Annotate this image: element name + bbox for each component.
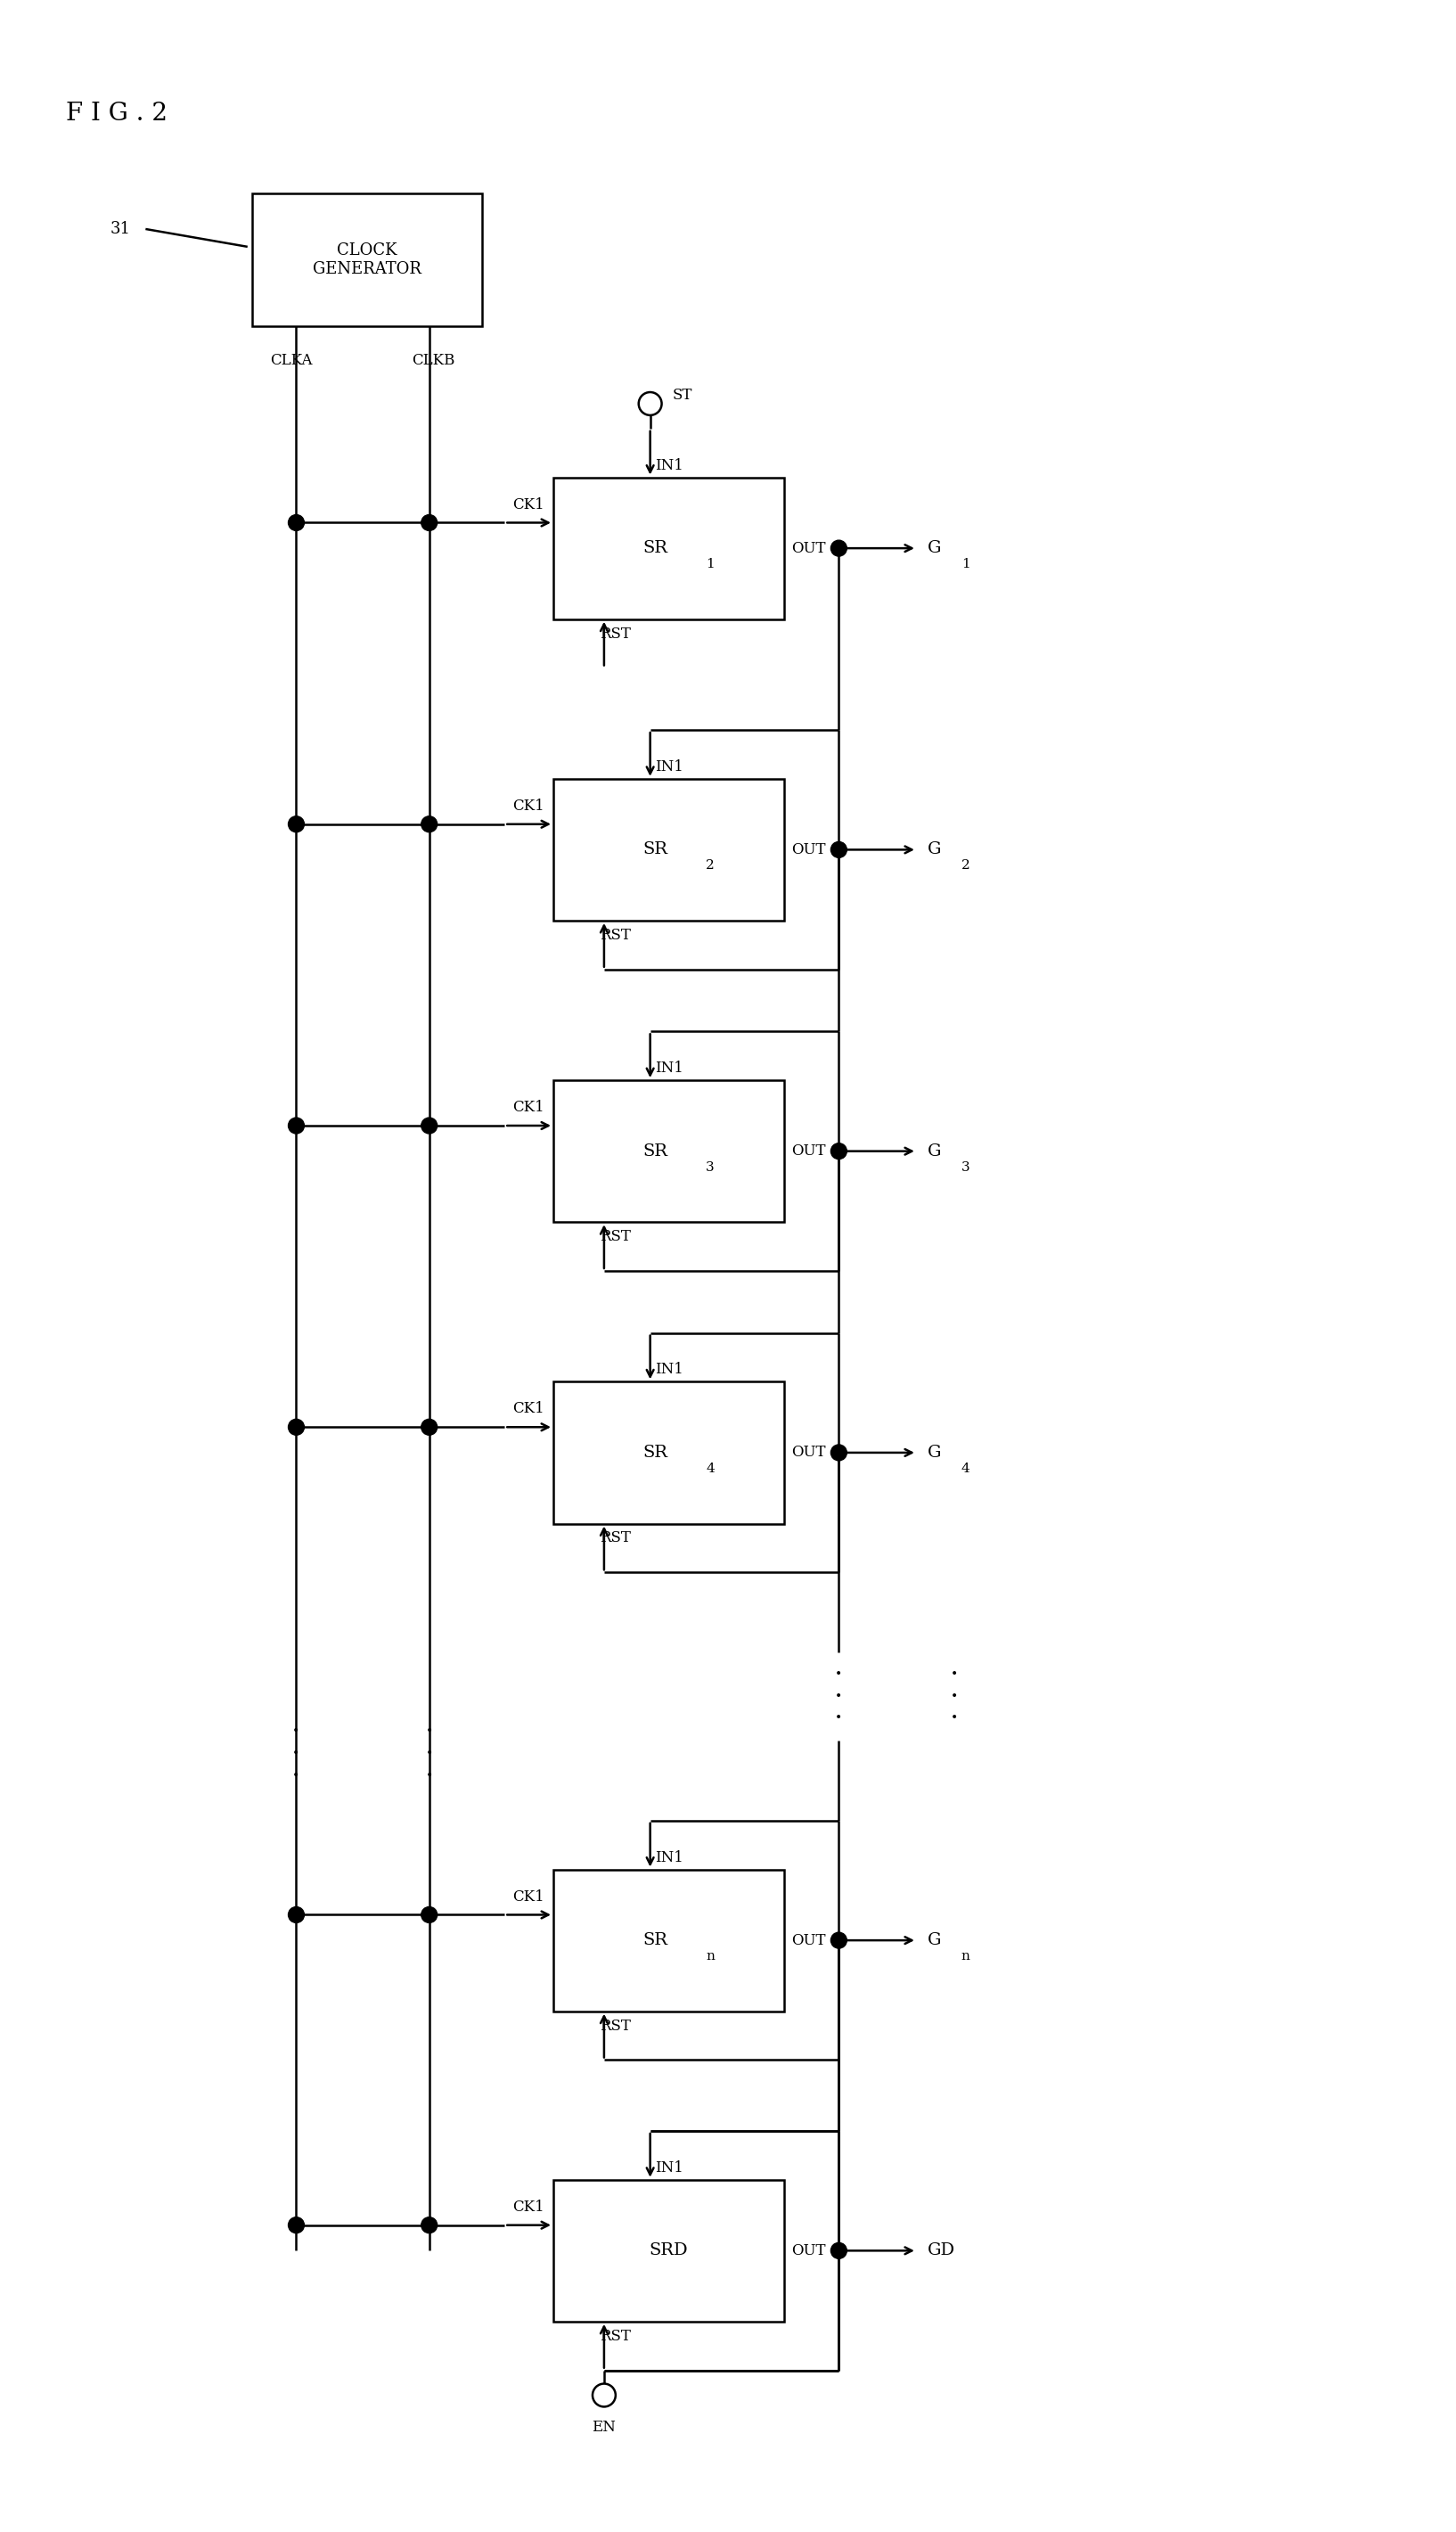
Bar: [553, 1869, 783, 2010]
Text: •: •: [425, 1747, 432, 1760]
Circle shape: [831, 1932, 847, 1947]
Bar: [553, 1081, 783, 1223]
Text: •: •: [836, 1712, 843, 1724]
Text: 2: 2: [706, 858, 715, 871]
Text: 3: 3: [706, 1160, 715, 1172]
Circle shape: [288, 1907, 304, 1922]
Text: CK1: CK1: [513, 1400, 545, 1415]
Text: •: •: [951, 1669, 958, 1681]
Circle shape: [288, 1117, 304, 1134]
Circle shape: [421, 2218, 437, 2233]
Text: SR: SR: [644, 1142, 668, 1160]
Text: ST: ST: [673, 387, 692, 403]
Circle shape: [421, 1907, 437, 1922]
Bar: [553, 479, 783, 620]
Text: •: •: [293, 1770, 300, 1783]
Text: CK1: CK1: [513, 496, 545, 511]
Text: 4: 4: [706, 1463, 715, 1474]
Text: 1: 1: [961, 557, 970, 570]
Bar: [553, 2180, 783, 2322]
Text: IN1: IN1: [655, 1362, 683, 1377]
Text: •: •: [293, 1747, 300, 1760]
Text: RST: RST: [600, 2329, 630, 2345]
Text: CK1: CK1: [513, 1889, 545, 1904]
Text: 3: 3: [961, 1160, 970, 1172]
Text: RST: RST: [600, 1228, 630, 1243]
Text: OUT: OUT: [791, 2243, 826, 2259]
Circle shape: [288, 2218, 304, 2233]
Circle shape: [831, 539, 847, 557]
Text: 1: 1: [706, 557, 715, 570]
Text: RST: RST: [600, 927, 630, 942]
Circle shape: [831, 841, 847, 858]
Text: EN: EN: [593, 2421, 616, 2436]
Circle shape: [421, 815, 437, 833]
Text: IN1: IN1: [655, 760, 683, 775]
Text: •: •: [425, 1770, 432, 1783]
Text: IN1: IN1: [655, 2160, 683, 2175]
Text: IN1: IN1: [655, 458, 683, 473]
Text: SRD: SRD: [649, 2243, 689, 2259]
Text: CK1: CK1: [513, 798, 545, 813]
Text: OUT: OUT: [791, 1932, 826, 1947]
Text: OUT: OUT: [791, 1144, 826, 1160]
Text: •: •: [836, 1691, 843, 1702]
Text: SR: SR: [644, 1446, 668, 1461]
Text: RST: RST: [600, 1532, 630, 1547]
Text: G: G: [927, 1142, 941, 1160]
Text: G: G: [927, 539, 941, 557]
Text: OUT: OUT: [791, 1446, 826, 1461]
Bar: [252, 192, 482, 327]
Text: •: •: [425, 1727, 432, 1737]
Text: CLKB: CLKB: [412, 352, 454, 367]
Text: CLOCK
GENERATOR: CLOCK GENERATOR: [313, 243, 421, 279]
Text: 2: 2: [961, 858, 970, 871]
Text: 4: 4: [961, 1463, 970, 1474]
Circle shape: [421, 1418, 437, 1436]
Text: CLKA: CLKA: [269, 352, 312, 367]
Circle shape: [831, 2243, 847, 2259]
Circle shape: [288, 1418, 304, 1436]
Text: IN1: IN1: [655, 1851, 683, 1866]
Circle shape: [831, 1142, 847, 1160]
Bar: [553, 1382, 783, 1524]
Text: RST: RST: [600, 2018, 630, 2033]
Text: G: G: [927, 1932, 941, 1947]
Circle shape: [288, 514, 304, 532]
Text: •: •: [951, 1691, 958, 1702]
Text: F I G . 2: F I G . 2: [66, 101, 167, 127]
Text: OUT: OUT: [791, 843, 826, 858]
Text: CK1: CK1: [513, 2200, 545, 2216]
Text: SR: SR: [644, 1932, 668, 1947]
Text: G: G: [927, 1446, 941, 1461]
Circle shape: [639, 392, 661, 415]
Text: •: •: [836, 1669, 843, 1681]
Text: RST: RST: [600, 625, 630, 641]
Text: •: •: [293, 1727, 300, 1737]
Text: 31: 31: [111, 220, 131, 238]
Circle shape: [593, 2383, 616, 2408]
Text: GD: GD: [927, 2243, 955, 2259]
Text: •: •: [951, 1712, 958, 1724]
Text: n: n: [706, 1950, 715, 1962]
Text: CK1: CK1: [513, 1099, 545, 1114]
Text: G: G: [927, 841, 941, 858]
Text: n: n: [961, 1950, 970, 1962]
Text: SR: SR: [644, 539, 668, 557]
Circle shape: [831, 1446, 847, 1461]
Circle shape: [421, 514, 437, 532]
Circle shape: [288, 815, 304, 833]
Circle shape: [421, 1117, 437, 1134]
Text: SR: SR: [644, 841, 668, 858]
Bar: [553, 780, 783, 922]
Text: OUT: OUT: [791, 542, 826, 557]
Text: IN1: IN1: [655, 1061, 683, 1076]
